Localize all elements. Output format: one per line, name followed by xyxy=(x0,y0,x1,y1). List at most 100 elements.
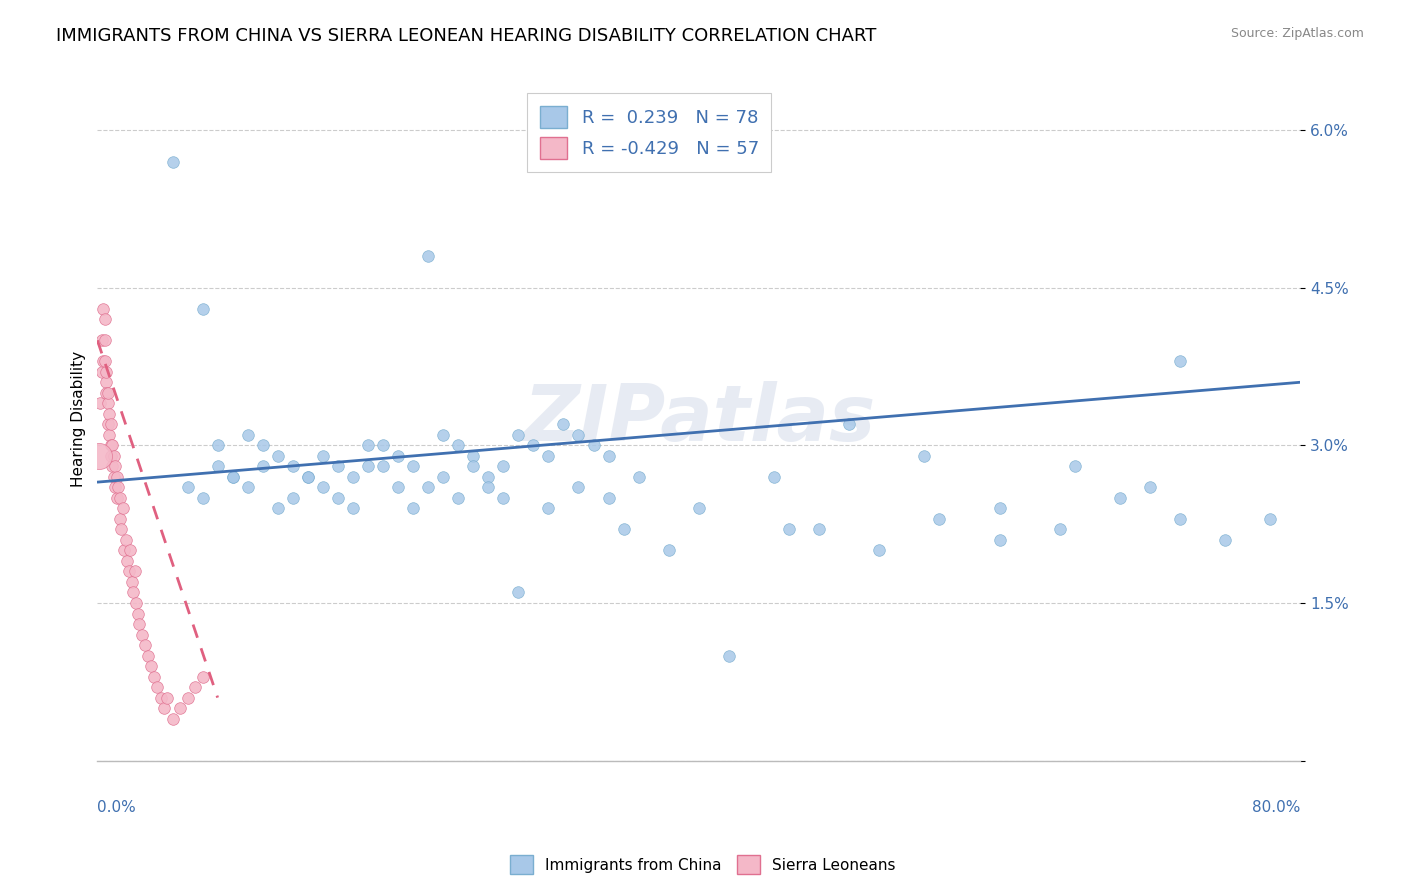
Point xyxy=(94,333,117,347)
Point xyxy=(1108,491,1130,505)
Text: 80.0%: 80.0% xyxy=(1251,799,1301,814)
Point xyxy=(131,627,153,641)
Point xyxy=(97,385,120,400)
Point xyxy=(418,480,440,494)
Point xyxy=(613,523,636,537)
Text: IMMIGRANTS FROM CHINA VS SIERRA LEONEAN HEARING DISABILITY CORRELATION CHART: IMMIGRANTS FROM CHINA VS SIERRA LEONEAN … xyxy=(56,27,876,45)
Point xyxy=(402,501,425,516)
Point xyxy=(281,491,304,505)
Point xyxy=(492,491,515,505)
Point xyxy=(1168,354,1191,368)
Text: 0.0%: 0.0% xyxy=(97,799,136,814)
Point xyxy=(101,459,124,474)
Point xyxy=(988,501,1011,516)
Point xyxy=(89,396,111,410)
Legend: Immigrants from China, Sierra Leoneans: Immigrants from China, Sierra Leoneans xyxy=(505,849,901,880)
Point xyxy=(97,417,120,432)
Point xyxy=(371,438,394,452)
Point xyxy=(447,438,470,452)
Point xyxy=(463,449,485,463)
Point xyxy=(357,438,380,452)
Point xyxy=(598,449,620,463)
Point xyxy=(1049,523,1071,537)
Point xyxy=(127,607,149,621)
Point xyxy=(402,459,425,474)
Text: ZIPatlas: ZIPatlas xyxy=(523,381,875,457)
Point xyxy=(477,470,499,484)
Point xyxy=(104,459,127,474)
Point xyxy=(118,565,141,579)
Point xyxy=(191,301,214,316)
Point xyxy=(432,470,454,484)
Point xyxy=(508,427,530,442)
Point xyxy=(582,438,605,452)
Point xyxy=(688,501,710,516)
Point xyxy=(207,438,229,452)
Point xyxy=(553,417,575,432)
Point xyxy=(103,470,125,484)
Point xyxy=(236,480,259,494)
Point xyxy=(143,669,166,683)
Point xyxy=(207,459,229,474)
Point xyxy=(567,480,589,494)
Point xyxy=(717,648,740,663)
Point xyxy=(184,680,207,694)
Point xyxy=(221,470,243,484)
Point xyxy=(176,690,198,705)
Point xyxy=(98,407,121,421)
Point xyxy=(342,470,364,484)
Point xyxy=(1139,480,1161,494)
Point xyxy=(162,154,184,169)
Point xyxy=(357,459,380,474)
Point xyxy=(112,543,135,558)
Point xyxy=(108,512,131,526)
Point xyxy=(463,459,485,474)
Point xyxy=(111,501,134,516)
Point xyxy=(267,501,290,516)
Point xyxy=(146,680,169,694)
Point xyxy=(90,333,112,347)
Point xyxy=(124,565,146,579)
Point xyxy=(236,427,259,442)
Point xyxy=(838,417,860,432)
Point xyxy=(98,427,121,442)
Point xyxy=(94,312,117,326)
Point xyxy=(155,690,177,705)
Point xyxy=(93,354,115,368)
Point xyxy=(122,585,145,599)
Point xyxy=(567,427,589,442)
Point xyxy=(326,459,349,474)
Point xyxy=(537,449,560,463)
Point xyxy=(522,438,544,452)
Point xyxy=(100,438,122,452)
Point xyxy=(96,365,118,379)
Point xyxy=(762,470,785,484)
Point xyxy=(125,596,148,610)
Point xyxy=(120,543,142,558)
Point xyxy=(432,427,454,442)
Point xyxy=(627,470,650,484)
Point xyxy=(252,459,274,474)
Point xyxy=(537,501,560,516)
Point xyxy=(221,470,243,484)
Point xyxy=(152,701,174,715)
Point xyxy=(326,491,349,505)
Point xyxy=(988,533,1011,547)
Point xyxy=(94,354,117,368)
Point xyxy=(169,701,191,715)
Point xyxy=(1213,533,1236,547)
Point xyxy=(117,554,139,568)
Point xyxy=(447,491,470,505)
Point xyxy=(281,459,304,474)
Point xyxy=(97,396,120,410)
Point xyxy=(868,543,890,558)
Text: Source: ZipAtlas.com: Source: ZipAtlas.com xyxy=(1230,27,1364,40)
Y-axis label: Hearing Disability: Hearing Disability xyxy=(72,351,86,487)
Point xyxy=(87,449,110,463)
Point xyxy=(191,669,214,683)
Point xyxy=(191,491,214,505)
Point xyxy=(100,449,122,463)
Point xyxy=(96,376,118,390)
Point xyxy=(267,449,290,463)
Point xyxy=(1063,459,1085,474)
